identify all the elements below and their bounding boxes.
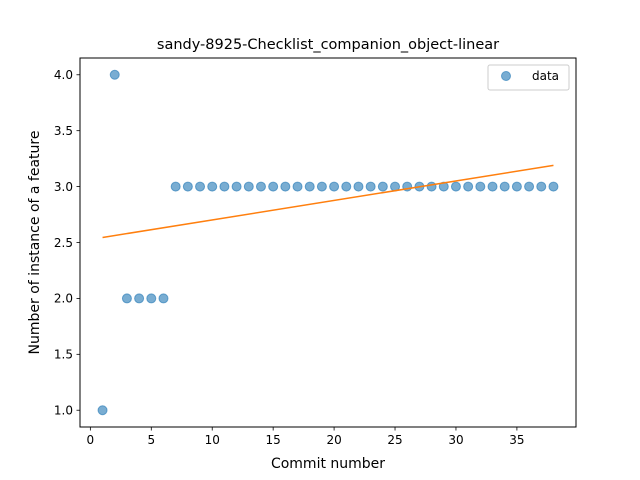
x-axis-label: Commit number — [271, 456, 385, 472]
data-point-5 — [146, 293, 157, 304]
data-point-2 — [109, 69, 120, 80]
y-tick-label-2.0: 2.0 — [54, 292, 73, 306]
data-point-4 — [134, 293, 145, 304]
x-tick-label-15: 15 — [266, 433, 281, 447]
data-point-8 — [182, 181, 193, 192]
legend: data — [487, 64, 570, 91]
data-point-20 — [329, 181, 340, 192]
data-point-17 — [292, 181, 303, 192]
data-point-15 — [268, 181, 279, 192]
x-tick-label-5: 5 — [147, 433, 155, 447]
data-point-12 — [231, 181, 242, 192]
x-tick-label-25: 25 — [387, 433, 402, 447]
data-point-38 — [548, 181, 559, 192]
data-point-3 — [121, 293, 132, 304]
x-tick-label-35: 35 — [509, 433, 524, 447]
data-point-24 — [377, 181, 388, 192]
y-tick-label-1.5: 1.5 — [54, 348, 73, 362]
data-point-23 — [365, 181, 376, 192]
data-point-6 — [158, 293, 169, 304]
x-tick-label-0: 0 — [87, 433, 95, 447]
legend-box — [487, 64, 570, 91]
data-point-7 — [170, 181, 181, 192]
data-point-21 — [341, 181, 352, 192]
data-point-29 — [438, 181, 449, 192]
data-point-9 — [195, 181, 206, 192]
data-point-37 — [536, 181, 547, 192]
chart-title: sandy-8925-Checklist_companion_object-li… — [157, 37, 499, 53]
legend-label: data — [532, 69, 559, 83]
data-point-10 — [207, 181, 218, 192]
y-tick-label-2.5: 2.5 — [54, 236, 73, 250]
data-point-18 — [304, 181, 315, 192]
y-tick-label-4.0: 4.0 — [54, 68, 73, 82]
data-point-34 — [499, 181, 510, 192]
y-tick-label-3.0: 3.0 — [54, 180, 73, 194]
data-point-19 — [316, 181, 327, 192]
x-tick-label-10: 10 — [205, 433, 220, 447]
data-point-13 — [243, 181, 254, 192]
data-point-1 — [97, 405, 108, 416]
plot-frame — [79, 57, 577, 428]
data-point-31 — [463, 181, 474, 192]
y-tick-label-3.5: 3.5 — [54, 124, 73, 138]
data-point-16 — [280, 181, 291, 192]
data-point-11 — [219, 181, 230, 192]
data-point-35 — [511, 181, 522, 192]
data-point-32 — [475, 181, 486, 192]
y-tick-label-1.0: 1.0 — [54, 404, 73, 418]
data-point-30 — [450, 181, 461, 192]
data-point-36 — [524, 181, 535, 192]
data-point-28 — [426, 181, 437, 192]
data-point-22 — [353, 181, 364, 192]
y-axis-label: Number of instance of a feature — [27, 131, 43, 355]
data-point-33 — [487, 181, 498, 192]
data-point-14 — [255, 181, 266, 192]
trend-line — [102, 164, 554, 239]
legend-marker — [501, 71, 511, 81]
x-tick-label-30: 30 — [448, 433, 463, 447]
x-tick-label-20: 20 — [326, 433, 341, 447]
